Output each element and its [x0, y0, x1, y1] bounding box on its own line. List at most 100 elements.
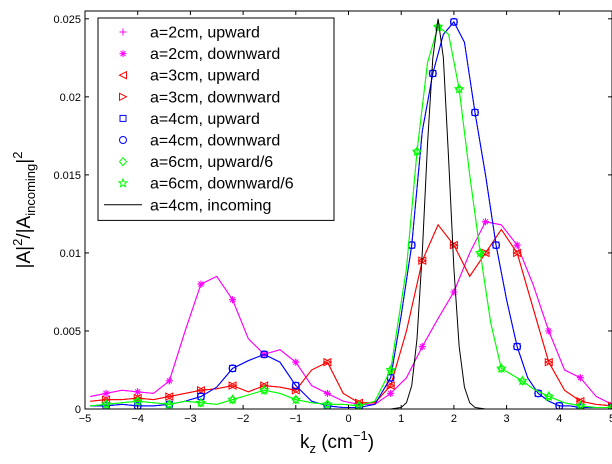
legend-label: a=3cm, upward: [150, 68, 260, 85]
data-point: [134, 388, 142, 396]
x-tick-label: −1: [290, 413, 303, 425]
y-tick-label: 0.01: [60, 248, 81, 260]
tick-layer: −5 −4 −3 −2 −1 0 1 2 3 4 5 0 0.005 0.01 0.015 0.02 0.025: [53, 11, 612, 425]
data-point: [260, 350, 269, 359]
x-tick-label: 4: [556, 413, 562, 425]
y-tick-label: 0.005: [53, 326, 81, 338]
data-point: [411, 145, 423, 157]
legend-entry: a=6cm, upward/6: [118, 154, 273, 171]
legend-entry: a=3cm, downward: [119, 89, 280, 106]
x-tick-label: −3: [184, 413, 197, 425]
data-point: [229, 296, 237, 304]
legend-swatch: [117, 177, 129, 188]
y-tick-label: 0: [75, 404, 81, 416]
y-label-part-e: |: [14, 159, 35, 164]
x-axis-label-unit: (cm: [316, 432, 353, 453]
legend-label: a=4cm, downward: [150, 133, 280, 150]
x-axis-label: kz (cm−1): [300, 428, 374, 456]
data-point: [576, 403, 585, 409]
x-tick-label: 5: [609, 413, 612, 425]
data-point: [102, 389, 110, 397]
data-point: [196, 385, 206, 395]
data-point: [102, 401, 111, 409]
legend-label: a=3cm, downward: [150, 89, 280, 106]
x-tick-label: 3: [504, 413, 510, 425]
data-point: [574, 400, 586, 409]
legend-entry: a=3cm, upward: [118, 68, 260, 85]
legend-entry: a=6cm, downward/6: [117, 176, 294, 193]
data-point: [290, 393, 302, 405]
x-tick-label: −5: [79, 413, 92, 425]
data-point: [165, 377, 173, 385]
data-point: [387, 389, 395, 397]
data-point: [227, 393, 239, 405]
legend-entry: a=2cm, downward: [119, 46, 280, 63]
series-a-4cm-incoming: [85, 18, 612, 409]
data-point: [323, 389, 331, 397]
x-tick-label: 0: [345, 413, 351, 425]
data-point: [258, 384, 270, 395]
data-point: [474, 247, 486, 258]
data-point: [228, 364, 237, 373]
data-point: [492, 241, 501, 250]
y-label-part-f: 2: [10, 152, 25, 159]
data-point: [453, 83, 465, 94]
data-point: [450, 288, 458, 296]
legend-box: [97, 17, 335, 221]
series-line-a-4cm-downward: [90, 21, 612, 408]
data-point: [470, 108, 479, 117]
data-point: [385, 364, 397, 375]
series-line-a-4cm-incoming: [85, 18, 612, 409]
data-point: [165, 392, 174, 401]
data-point: [545, 327, 553, 335]
data-point: [495, 362, 507, 374]
legend-label: a=4cm, upward: [150, 111, 260, 128]
y-tick-label: 0.02: [60, 92, 81, 104]
data-point: [386, 381, 396, 390]
data-point: [428, 69, 437, 78]
data-point: [513, 342, 522, 351]
data-point: [576, 374, 584, 382]
data-point: [555, 401, 564, 409]
x-axis-label-unit-sup: −1: [353, 428, 368, 443]
legend-swatch: [119, 114, 127, 122]
x-axis-label-unit-close: ): [368, 432, 374, 453]
data-point: [432, 20, 444, 32]
data-point: [323, 401, 332, 409]
data-point: [100, 398, 112, 409]
data-point: [228, 381, 238, 390]
data-point: [163, 398, 175, 409]
x-tick-label: 2: [451, 413, 457, 425]
legend-entry: a=4cm, downward: [119, 133, 280, 150]
legend-label: a=2cm, upward: [150, 25, 260, 42]
legend-entry: a=4cm, incoming: [104, 197, 271, 214]
y-label-part-d: incoming: [23, 164, 38, 216]
series-a-6cm-downward-6: [90, 20, 612, 409]
data-point: [449, 240, 459, 250]
y-label-part-b: 2: [10, 239, 25, 246]
legend-label: a=6cm, downward/6: [150, 176, 294, 193]
y-label-part-a: |A|: [14, 246, 35, 269]
legend-swatch: [119, 50, 127, 58]
series-line-a-2cm-downward: [90, 221, 612, 405]
legend-swatch: [119, 92, 128, 102]
x-axis-label-base: k: [300, 432, 310, 453]
legend-swatch: [119, 28, 127, 36]
legend-label: a=2cm, downward: [150, 46, 280, 63]
data-point: [195, 397, 207, 408]
legend-swatch: [119, 136, 127, 144]
series-line-a-3cm-downward: [90, 223, 612, 407]
data-point: [516, 375, 528, 386]
data-point: [291, 381, 300, 390]
legend-swatch: [118, 156, 128, 167]
data-point: [323, 357, 333, 367]
data-point: [449, 17, 458, 26]
data-point: [353, 400, 365, 409]
y-tick-label: 0.015: [53, 170, 81, 182]
data-point: [355, 403, 364, 409]
x-axis-label-sub: z: [309, 441, 316, 456]
legend-swatch: [118, 70, 127, 80]
y-tick-label: 0.025: [53, 14, 81, 26]
legend-entry: a=4cm, upward: [119, 111, 260, 128]
